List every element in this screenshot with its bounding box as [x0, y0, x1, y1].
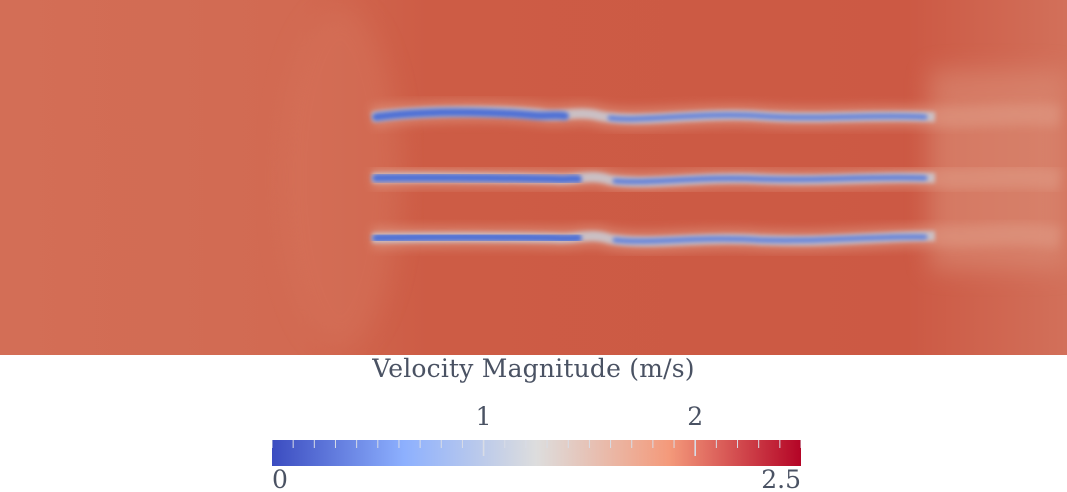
colorbar [272, 440, 801, 466]
colorbar-min-label: 0 [272, 465, 288, 492]
colorbar-ticks [272, 440, 801, 456]
velocity-field-plot [0, 0, 1067, 355]
wake-bottom [371, 223, 1063, 253]
wake-top [370, 100, 1062, 130]
colorbar-fill [272, 440, 801, 466]
colorbar-tick-label-1: 1 [475, 402, 492, 431]
colorbar-tick-label-2: 2 [687, 402, 704, 431]
upstream-region [280, 8, 400, 348]
wake-middle [371, 166, 1062, 193]
colorbar-max-label: 2.5 [761, 465, 801, 492]
colorbar-title: Velocity Magnitude (m/s) [372, 354, 695, 383]
